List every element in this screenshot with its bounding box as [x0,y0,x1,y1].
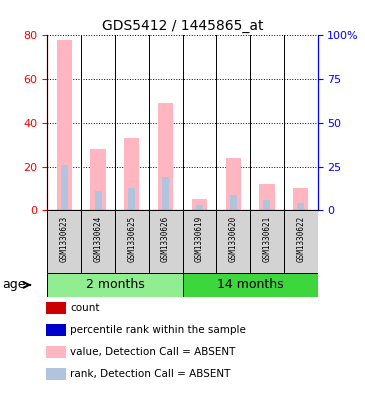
Bar [46,368,66,380]
Text: age: age [3,278,26,292]
Bar [192,199,207,210]
Bar [95,191,101,210]
Text: rank, Detection Call = ABSENT: rank, Detection Call = ABSENT [70,369,230,379]
Text: GSM1330623: GSM1330623 [60,215,69,261]
Bar [216,210,250,273]
Text: GSM1330622: GSM1330622 [296,215,305,261]
Bar [230,195,237,210]
Bar [264,200,270,210]
Bar [182,210,216,273]
Bar [297,203,304,210]
Bar [226,158,241,210]
Bar [57,40,72,210]
Text: GSM1330625: GSM1330625 [127,215,137,261]
Bar [115,210,149,273]
Text: GSM1330620: GSM1330620 [228,215,238,261]
Text: GSM1330619: GSM1330619 [195,215,204,261]
Text: GSM1330626: GSM1330626 [161,215,170,261]
Title: GDS5412 / 1445865_at: GDS5412 / 1445865_at [102,19,263,33]
Bar [162,177,169,210]
Bar [284,210,318,273]
Text: value, Detection Call = ABSENT: value, Detection Call = ABSENT [70,347,235,357]
Text: 2 months: 2 months [86,278,144,292]
Bar [46,324,66,336]
Bar [47,273,182,297]
Text: count: count [70,303,99,313]
Bar [158,103,173,210]
Text: 14 months: 14 months [217,278,283,292]
Bar [91,149,106,210]
Bar [46,346,66,358]
Bar [61,165,68,210]
Text: percentile rank within the sample: percentile rank within the sample [70,325,246,335]
Text: GSM1330621: GSM1330621 [262,215,272,261]
Bar [293,188,308,210]
Bar [182,273,318,297]
Bar [124,138,139,210]
Text: GSM1330624: GSM1330624 [93,215,103,261]
Bar [47,210,81,273]
Bar [81,210,115,273]
Bar [46,302,66,314]
Bar [196,205,203,210]
Bar [250,210,284,273]
Bar [259,184,274,210]
Bar [149,210,182,273]
Bar [128,187,135,210]
